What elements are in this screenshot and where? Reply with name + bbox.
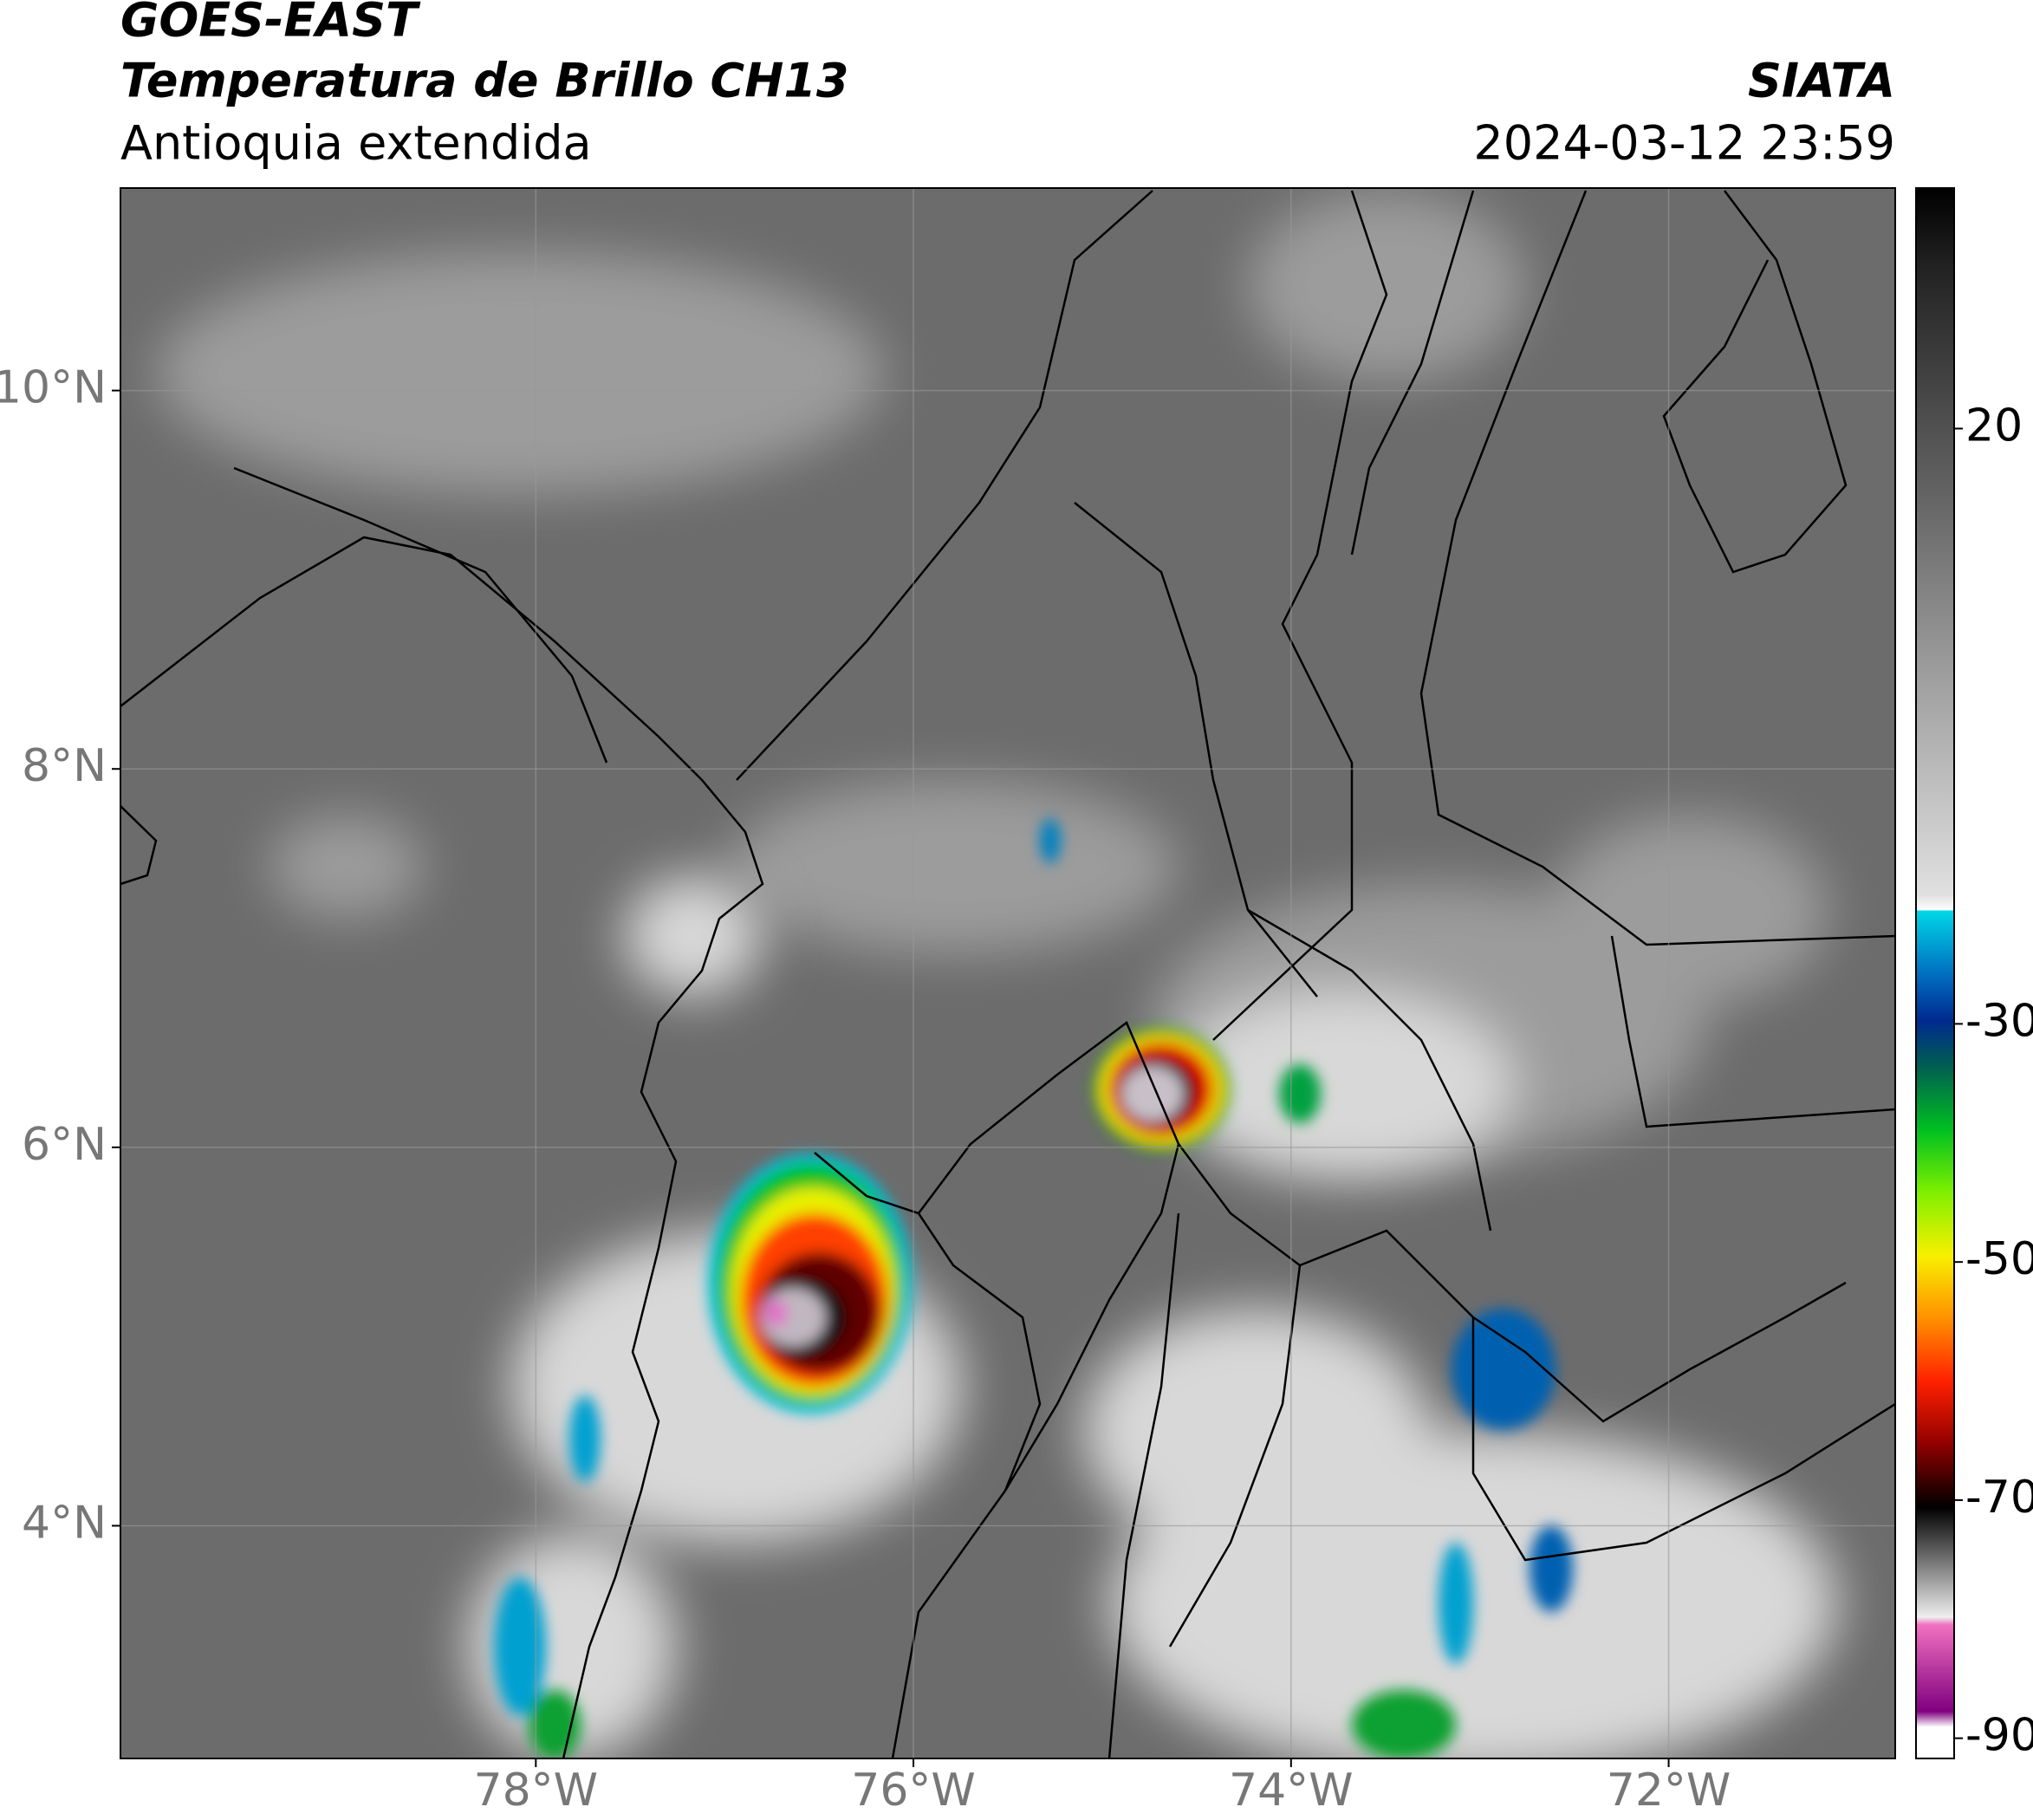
- y-tick-label: 10°N: [0, 362, 107, 414]
- satellite-image: [120, 188, 1895, 1758]
- timestamp: 2024-03-12 23:59: [1473, 116, 1895, 171]
- subtitle: Temperatura de Brillo CH13: [120, 54, 849, 108]
- y-tick-label: 4°N: [22, 1497, 107, 1549]
- x-tick-label: 74°W: [1229, 1765, 1354, 1817]
- grid: [120, 188, 1895, 1758]
- title: GOES-EAST: [120, 0, 421, 48]
- source: SIATA: [1748, 54, 1895, 108]
- x-tick-label: 76°W: [851, 1765, 976, 1817]
- colorbar-label: -30: [1965, 995, 2033, 1047]
- map-frame: [120, 187, 1896, 1759]
- y-tick-label: 8°N: [22, 740, 107, 792]
- region: Antioquia extendida: [120, 116, 592, 171]
- colorbar: [1915, 187, 1955, 1759]
- colorbar-label: 20: [1965, 400, 2023, 452]
- colorbar-label: -50: [1965, 1233, 2033, 1285]
- x-tick-label: 78°W: [474, 1765, 599, 1817]
- y-tick-label: 6°N: [22, 1119, 107, 1171]
- colorbar-label: -70: [1965, 1472, 2033, 1524]
- x-tick-label: 72°W: [1607, 1765, 1731, 1817]
- colorbar-label: -90: [1965, 1710, 2033, 1762]
